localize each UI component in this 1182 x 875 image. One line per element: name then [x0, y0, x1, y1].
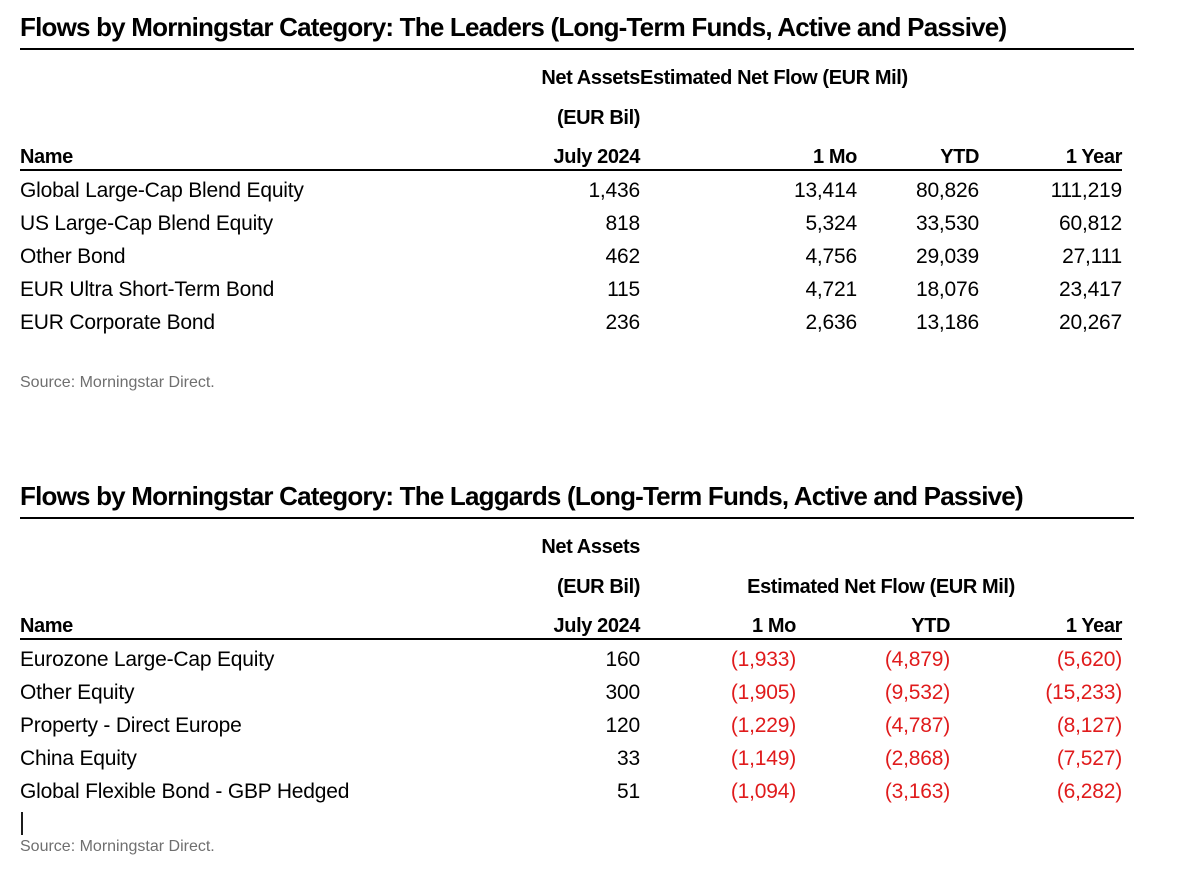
laggards-table: Net Assets (EUR Bil) Estimated Net Flow … — [20, 519, 1122, 808]
category-name-cell: Eurozone Large-Cap Equity — [20, 648, 275, 671]
ytd-column-header: YTD — [857, 130, 979, 171]
value-cell: 13,414 — [793, 179, 857, 202]
value-cell: (1,933) — [730, 648, 796, 671]
value-cell: 51 — [617, 780, 640, 803]
category-name-cell: Global Large-Cap Blend Equity — [20, 179, 304, 202]
laggards-title: Flows by Morningstar Category: The Lagga… — [20, 481, 1134, 519]
value-cell: 115 — [607, 278, 640, 301]
category-name-cell: EUR Ultra Short-Term Bond — [20, 278, 275, 301]
category-name-cell: EUR Corporate Bond — [20, 311, 215, 334]
spacer-cell — [640, 519, 1122, 559]
table-row: Other Bond 462 4,756 29,039 27,111 — [20, 240, 1122, 273]
table-row: Global Large-Cap Blend Equity 1,436 13,414… — [20, 170, 1122, 207]
value-cell: 33,530 — [915, 212, 979, 235]
date-column-header: July 2024 — [500, 599, 640, 640]
source-note: Source: Morningstar Direct. — [20, 374, 215, 391]
leaders-title: Flows by Morningstar Category: The Leade… — [20, 12, 1134, 50]
category-name-cell: Other Equity — [20, 681, 135, 704]
category-name-cell: Global Flexible Bond - GBP Hedged — [20, 780, 350, 803]
value-cell: 29,039 — [915, 245, 979, 268]
one-year-column-header: 1 Year — [979, 130, 1122, 171]
net-assets-unit-label: (EUR Bil) — [556, 107, 640, 129]
value-cell: 5,324 — [805, 212, 857, 235]
name-column-header: Name — [20, 599, 500, 640]
value-cell: 818 — [605, 212, 641, 235]
leaders-table: Net Assets Estimated Net Flow (EUR Mil) … — [20, 50, 1122, 339]
category-name-cell: China Equity — [20, 747, 137, 770]
value-cell: 13,186 — [915, 311, 979, 334]
table-row: Other Equity 300 (1,905) (9,532) (15,233) — [20, 676, 1122, 709]
table-row: China Equity 33 (1,149) (2,868) (7,527) — [20, 742, 1122, 775]
value-cell: 80,826 — [915, 179, 979, 202]
table-row: Global Flexible Bond - GBP Hedged 51 (1,09… — [20, 775, 1122, 808]
value-cell: 160 — [605, 648, 641, 671]
value-cell: 300 — [605, 681, 641, 704]
value-cell: 1,436 — [588, 179, 640, 202]
value-cell: 23,417 — [1058, 278, 1123, 301]
text-cursor — [21, 812, 23, 835]
value-cell: (9,532) — [884, 681, 950, 704]
value-cell: (2,868) — [884, 747, 950, 770]
value-cell: 18,076 — [915, 278, 979, 301]
net-assets-label: Net Assets — [541, 536, 640, 558]
value-cell: 33 — [617, 747, 640, 770]
net-assets-unit-label: (EUR Bil) — [556, 576, 640, 598]
value-cell: (5,620) — [1056, 648, 1122, 671]
spacer-cell — [20, 559, 500, 599]
value-cell: 236 — [605, 311, 641, 334]
value-cell: (15,233) — [1045, 681, 1122, 704]
spacer-cell — [20, 50, 500, 90]
value-cell: 120 — [605, 714, 641, 737]
category-name-cell: Other Bond — [20, 245, 126, 268]
value-cell: 462 — [605, 245, 641, 268]
leaders-table-header: Net Assets Estimated Net Flow (EUR Mil) … — [20, 50, 1122, 171]
table-row: US Large-Cap Blend Equity 818 5,324 33,530 6… — [20, 207, 1122, 240]
spacer-cell — [640, 90, 1122, 130]
ytd-column-header: YTD — [796, 599, 950, 640]
value-cell: 27,111 — [1062, 245, 1123, 268]
laggards-section: Flows by Morningstar Category: The Lagga… — [20, 481, 1182, 857]
name-column-header: Name — [20, 130, 500, 171]
leaders-section: Flows by Morningstar Category: The Leade… — [20, 12, 1182, 393]
value-cell: (6,282) — [1056, 780, 1122, 803]
value-cell: 4,756 — [805, 245, 857, 268]
flow-group-label: Estimated Net Flow (EUR Mil) — [747, 576, 1015, 598]
value-cell: (4,879) — [884, 648, 950, 671]
table-row: EUR Corporate Bond 236 2,636 13,186 20,267 — [20, 306, 1122, 339]
value-cell: 20,267 — [1058, 311, 1123, 334]
flow-group-label: Estimated Net Flow (EUR Mil) — [640, 67, 908, 89]
laggards-table-body: Eurozone Large-Cap Equity 160 (1,933) (4,87… — [20, 639, 1122, 808]
leaders-table-body: Global Large-Cap Blend Equity 1,436 13,414… — [20, 170, 1122, 339]
one-month-column-header: 1 Mo — [640, 599, 796, 640]
one-month-column-header: 1 Mo — [640, 130, 857, 171]
value-cell: 2,636 — [805, 311, 857, 334]
one-year-column-header: 1 Year — [950, 599, 1122, 640]
table-row: Property - Direct Europe 120 (1,229) (4,787… — [20, 709, 1122, 742]
value-cell: (3,163) — [884, 780, 950, 803]
value-cell: 60,812 — [1058, 212, 1123, 235]
table-row: Eurozone Large-Cap Equity 160 (1,933) (4,87… — [20, 639, 1122, 676]
value-cell: (8,127) — [1056, 714, 1122, 737]
date-column-header: July 2024 — [500, 130, 640, 171]
value-cell: 111,219 — [1050, 179, 1123, 202]
table-row: EUR Ultra Short-Term Bond 115 4,721 18,076 2… — [20, 273, 1122, 306]
value-cell: 4,721 — [805, 278, 857, 301]
spacer-cell — [20, 519, 500, 559]
source-note: Source: Morningstar Direct. — [20, 838, 215, 855]
net-assets-label: Net Assets — [541, 67, 640, 89]
laggards-table-header: Net Assets (EUR Bil) Estimated Net Flow … — [20, 519, 1122, 640]
value-cell: (7,527) — [1056, 747, 1122, 770]
category-name-cell: Property - Direct Europe — [20, 714, 242, 737]
value-cell: (4,787) — [884, 714, 950, 737]
value-cell: (1,229) — [730, 714, 796, 737]
spacer-cell — [20, 90, 500, 130]
category-name-cell: US Large-Cap Blend Equity — [20, 212, 273, 235]
value-cell: (1,149) — [730, 747, 796, 770]
value-cell: (1,094) — [730, 780, 796, 803]
value-cell: (1,905) — [730, 681, 796, 704]
